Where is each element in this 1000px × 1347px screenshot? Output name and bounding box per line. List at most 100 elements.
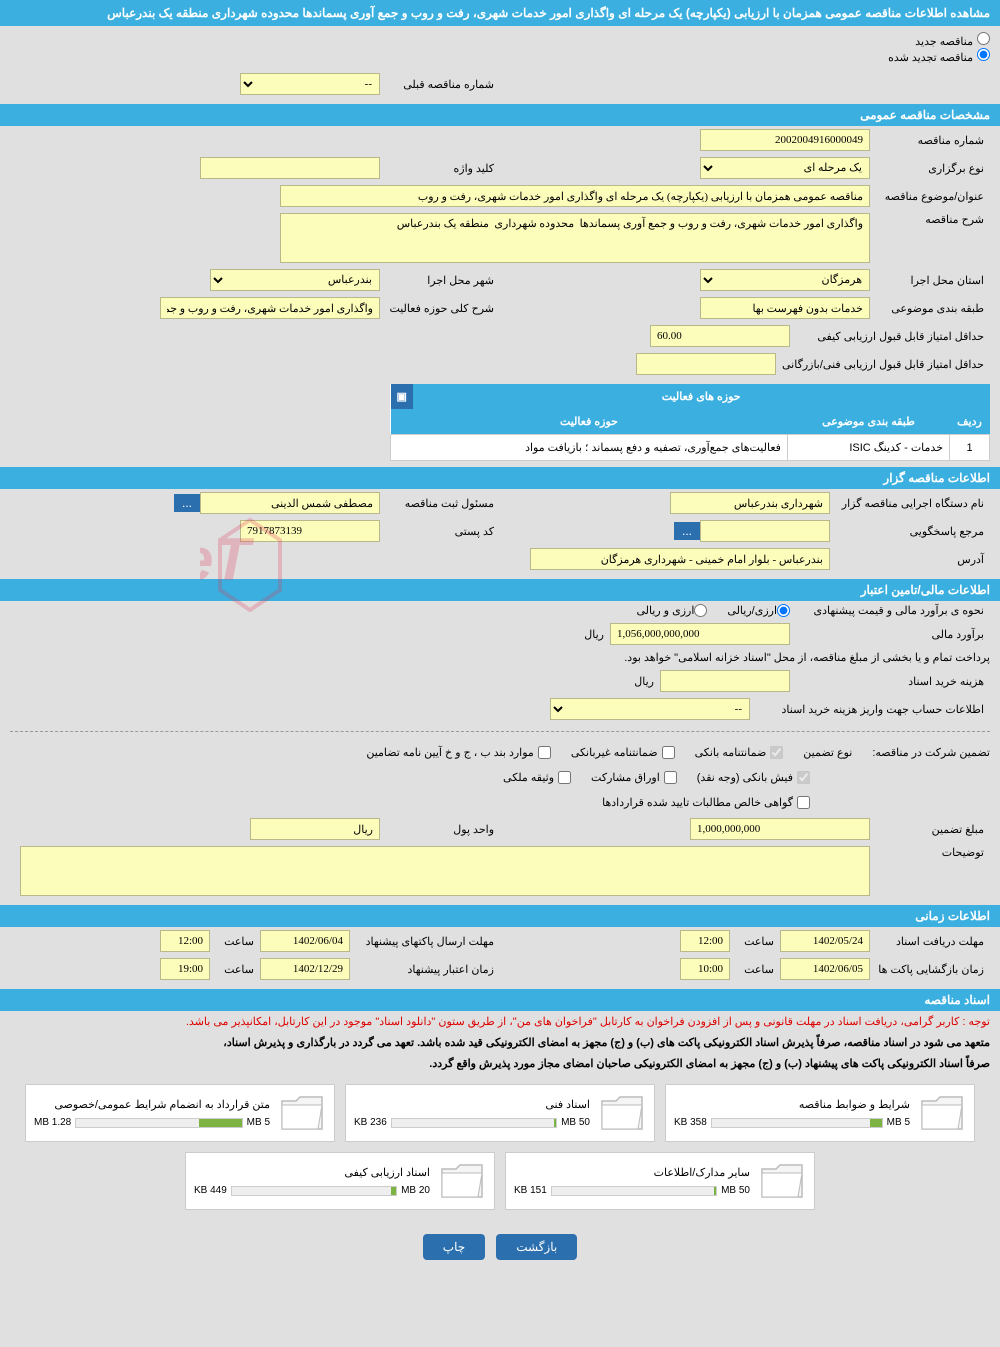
radio-renewed-tender[interactable] — [977, 48, 990, 61]
file-total: 50 MB — [561, 1117, 590, 1128]
guarantee-type-label: نوع تضمین — [803, 746, 852, 759]
chk-bank-label: ضمانتنامه بانکی — [695, 746, 767, 759]
file-total: 5 MB — [247, 1117, 270, 1128]
chk-property[interactable] — [558, 771, 571, 784]
chk-cases-label: موارد بند ب ، ج و خ آیین نامه تضامین — [366, 746, 533, 759]
doc-cost-input[interactable] — [660, 670, 790, 692]
print-button[interactable]: چاپ — [423, 1234, 485, 1260]
address-label: آدرس — [830, 553, 990, 566]
file-grid: شرایط و ضوابط مناقصه5 MB358 KBاسناد فنی5… — [0, 1074, 1000, 1220]
send-label: مهلت ارسال پاکتهای پیشنهاد — [350, 935, 500, 948]
prev-number-select[interactable]: -- — [240, 73, 380, 95]
chk-cash[interactable] — [797, 771, 810, 784]
chk-nonbank[interactable] — [662, 746, 675, 759]
receive-label: مهلت دریافت اسناد — [870, 935, 990, 948]
chk-property-label: وثیقه ملکی — [503, 771, 554, 784]
file-total: 50 MB — [721, 1185, 750, 1196]
keyword-input[interactable] — [200, 157, 380, 179]
divider — [10, 731, 990, 732]
city-select[interactable]: بندرعباس — [210, 269, 380, 291]
send-time-input[interactable] — [160, 930, 210, 952]
attention-note: توجه : کاربر گرامی، دریافت اسناد در مهلت… — [0, 1011, 1000, 1032]
folder-icon — [278, 1093, 326, 1133]
postal-label: کد پستی — [380, 525, 500, 538]
chk-cases[interactable] — [538, 746, 551, 759]
subject-class-label: طبقه بندی موضوعی — [870, 302, 990, 315]
guarantee-prefix: تضمین شرکت در مناقصه: — [872, 746, 990, 759]
chk-bonds[interactable] — [664, 771, 677, 784]
tender-number-input[interactable] — [700, 129, 870, 151]
activity-scope-input[interactable] — [160, 297, 380, 319]
estimate-label: برآورد مالی — [790, 628, 990, 641]
validity-label: زمان اعتبار پیشنهاد — [350, 963, 500, 976]
min-quality-input[interactable] — [650, 325, 790, 347]
bold-note-1: متعهد می شود در اسناد مناقصه، صرفاً پذیر… — [0, 1032, 1000, 1053]
estimate-input[interactable] — [610, 623, 790, 645]
tender-number-label: شماره مناقصه — [870, 134, 990, 147]
file-card[interactable]: اسناد فنی50 MB236 KB — [345, 1084, 655, 1142]
receive-time-input[interactable] — [680, 930, 730, 952]
file-card[interactable]: متن قرارداد به انضمام شرایط عمومی/خصوصی5… — [25, 1084, 335, 1142]
validity-time-label: ساعت — [210, 963, 260, 976]
col-scope-header: حوزه فعالیت — [391, 409, 788, 435]
tenderer-section-header: اطلاعات مناقصه گزار — [0, 467, 1000, 489]
radio-new-label: مناقصه جدید — [915, 36, 973, 48]
file-card[interactable]: شرایط و ضوابط مناقصه5 MB358 KB — [665, 1084, 975, 1142]
org-input[interactable] — [670, 492, 830, 514]
col-class-header: طبقه بندی موضوعی — [787, 409, 949, 435]
file-progress-bar — [391, 1118, 557, 1128]
keyword-label: کلید واژه — [380, 162, 500, 175]
folder-icon — [598, 1093, 646, 1133]
subject-label: عنوان/موضوع مناقصه — [870, 190, 990, 203]
address-input[interactable] — [530, 548, 830, 570]
guarantee-unit-label: واحد پول — [380, 823, 500, 836]
chk-bank[interactable] — [770, 746, 783, 759]
chk-bonds-label: اوراق مشارکت — [591, 771, 660, 784]
account-select[interactable]: -- — [550, 698, 750, 720]
file-title: اسناد ارزیابی کیفی — [194, 1166, 430, 1185]
radio-rial[interactable] — [777, 604, 790, 617]
response-input[interactable] — [700, 520, 830, 542]
cell-idx: 1 — [950, 435, 990, 461]
validity-date-input[interactable] — [260, 958, 350, 980]
reg-input[interactable] — [200, 492, 380, 514]
cell-class: خدمات - کدینگ ISIC — [787, 435, 949, 461]
radio-both[interactable] — [694, 604, 707, 617]
response-lookup-button[interactable]: ... — [674, 522, 700, 540]
guarantee-notes-textarea[interactable] — [20, 846, 870, 896]
chk-cert[interactable] — [797, 796, 810, 809]
receive-date-input[interactable] — [780, 930, 870, 952]
file-card[interactable]: اسناد ارزیابی کیفی20 MB449 KB — [185, 1152, 495, 1210]
subject-class-input[interactable] — [700, 297, 870, 319]
opt-both-label: ارزی و ریالی — [636, 604, 694, 617]
tender-type-radios: مناقصه جدید مناقصه تجدید شده — [0, 26, 1000, 70]
table-collapse-icon[interactable]: ▣ — [391, 384, 413, 409]
reg-lookup-button[interactable]: ... — [174, 494, 200, 512]
folder-icon — [918, 1093, 966, 1133]
postal-input[interactable] — [240, 520, 380, 542]
back-button[interactable]: بازگشت — [496, 1234, 577, 1260]
open-time-input[interactable] — [680, 958, 730, 980]
holding-type-select[interactable]: یک مرحله ای — [700, 157, 870, 179]
province-select[interactable]: هرمزگان — [700, 269, 870, 291]
file-total: 5 MB — [887, 1117, 910, 1128]
open-date-input[interactable] — [780, 958, 870, 980]
file-title: سایر مدارک/اطلاعات — [514, 1166, 750, 1185]
guarantee-notes-label: توضیحات — [870, 846, 990, 859]
folder-icon — [438, 1161, 486, 1201]
activity-table: حوزه های فعالیت ▣ ردیف طبقه بندی موضوعی … — [390, 384, 990, 461]
activity-scope-label: شرح کلی حوزه فعالیت — [380, 302, 500, 315]
send-date-input[interactable] — [260, 930, 350, 952]
guarantee-unit-input[interactable] — [250, 818, 380, 840]
radio-new-tender[interactable] — [977, 32, 990, 45]
file-card[interactable]: سایر مدارک/اطلاعات50 MB151 KB — [505, 1152, 815, 1210]
validity-time-input[interactable] — [160, 958, 210, 980]
subject-input[interactable] — [280, 185, 870, 207]
desc-textarea[interactable] — [280, 213, 870, 263]
specs-section-header: مشخصات مناقصه عمومی — [0, 104, 1000, 126]
file-progress-bar — [551, 1186, 717, 1196]
documents-section-header: اسناد مناقصه — [0, 989, 1000, 1011]
city-label: شهر محل اجرا — [380, 274, 500, 287]
guarantee-amount-input[interactable] — [690, 818, 870, 840]
min-tech-input[interactable] — [636, 353, 776, 375]
